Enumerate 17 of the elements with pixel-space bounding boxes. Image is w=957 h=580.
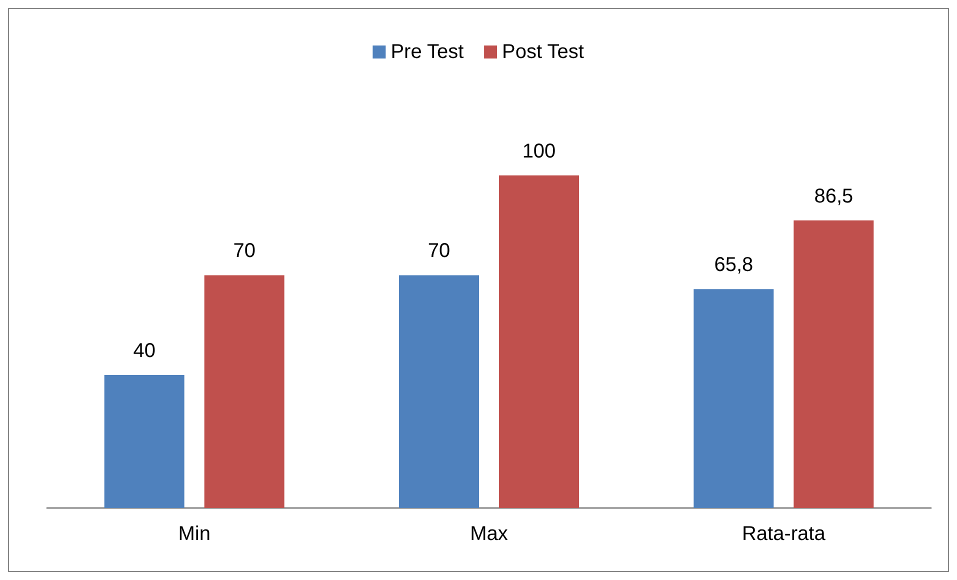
data-label: 70: [428, 240, 450, 262]
data-label: 86,5: [814, 185, 854, 208]
x-tick-label: Rata-rata: [742, 523, 826, 545]
legend-label: Post Test: [502, 41, 584, 63]
bar: [694, 289, 774, 508]
bar: [499, 175, 579, 508]
data-label: 65,8: [714, 254, 754, 276]
bar: [104, 374, 184, 508]
bar: [204, 275, 284, 508]
x-tick-label: Min: [178, 523, 210, 545]
legend-label: Pre Test: [390, 41, 464, 63]
bar: [399, 275, 479, 508]
bar: [794, 220, 874, 508]
data-label: 40: [133, 340, 156, 362]
data-label: 100: [522, 140, 556, 162]
data-label: 70: [233, 240, 256, 262]
x-tick-label: Max: [470, 523, 508, 545]
